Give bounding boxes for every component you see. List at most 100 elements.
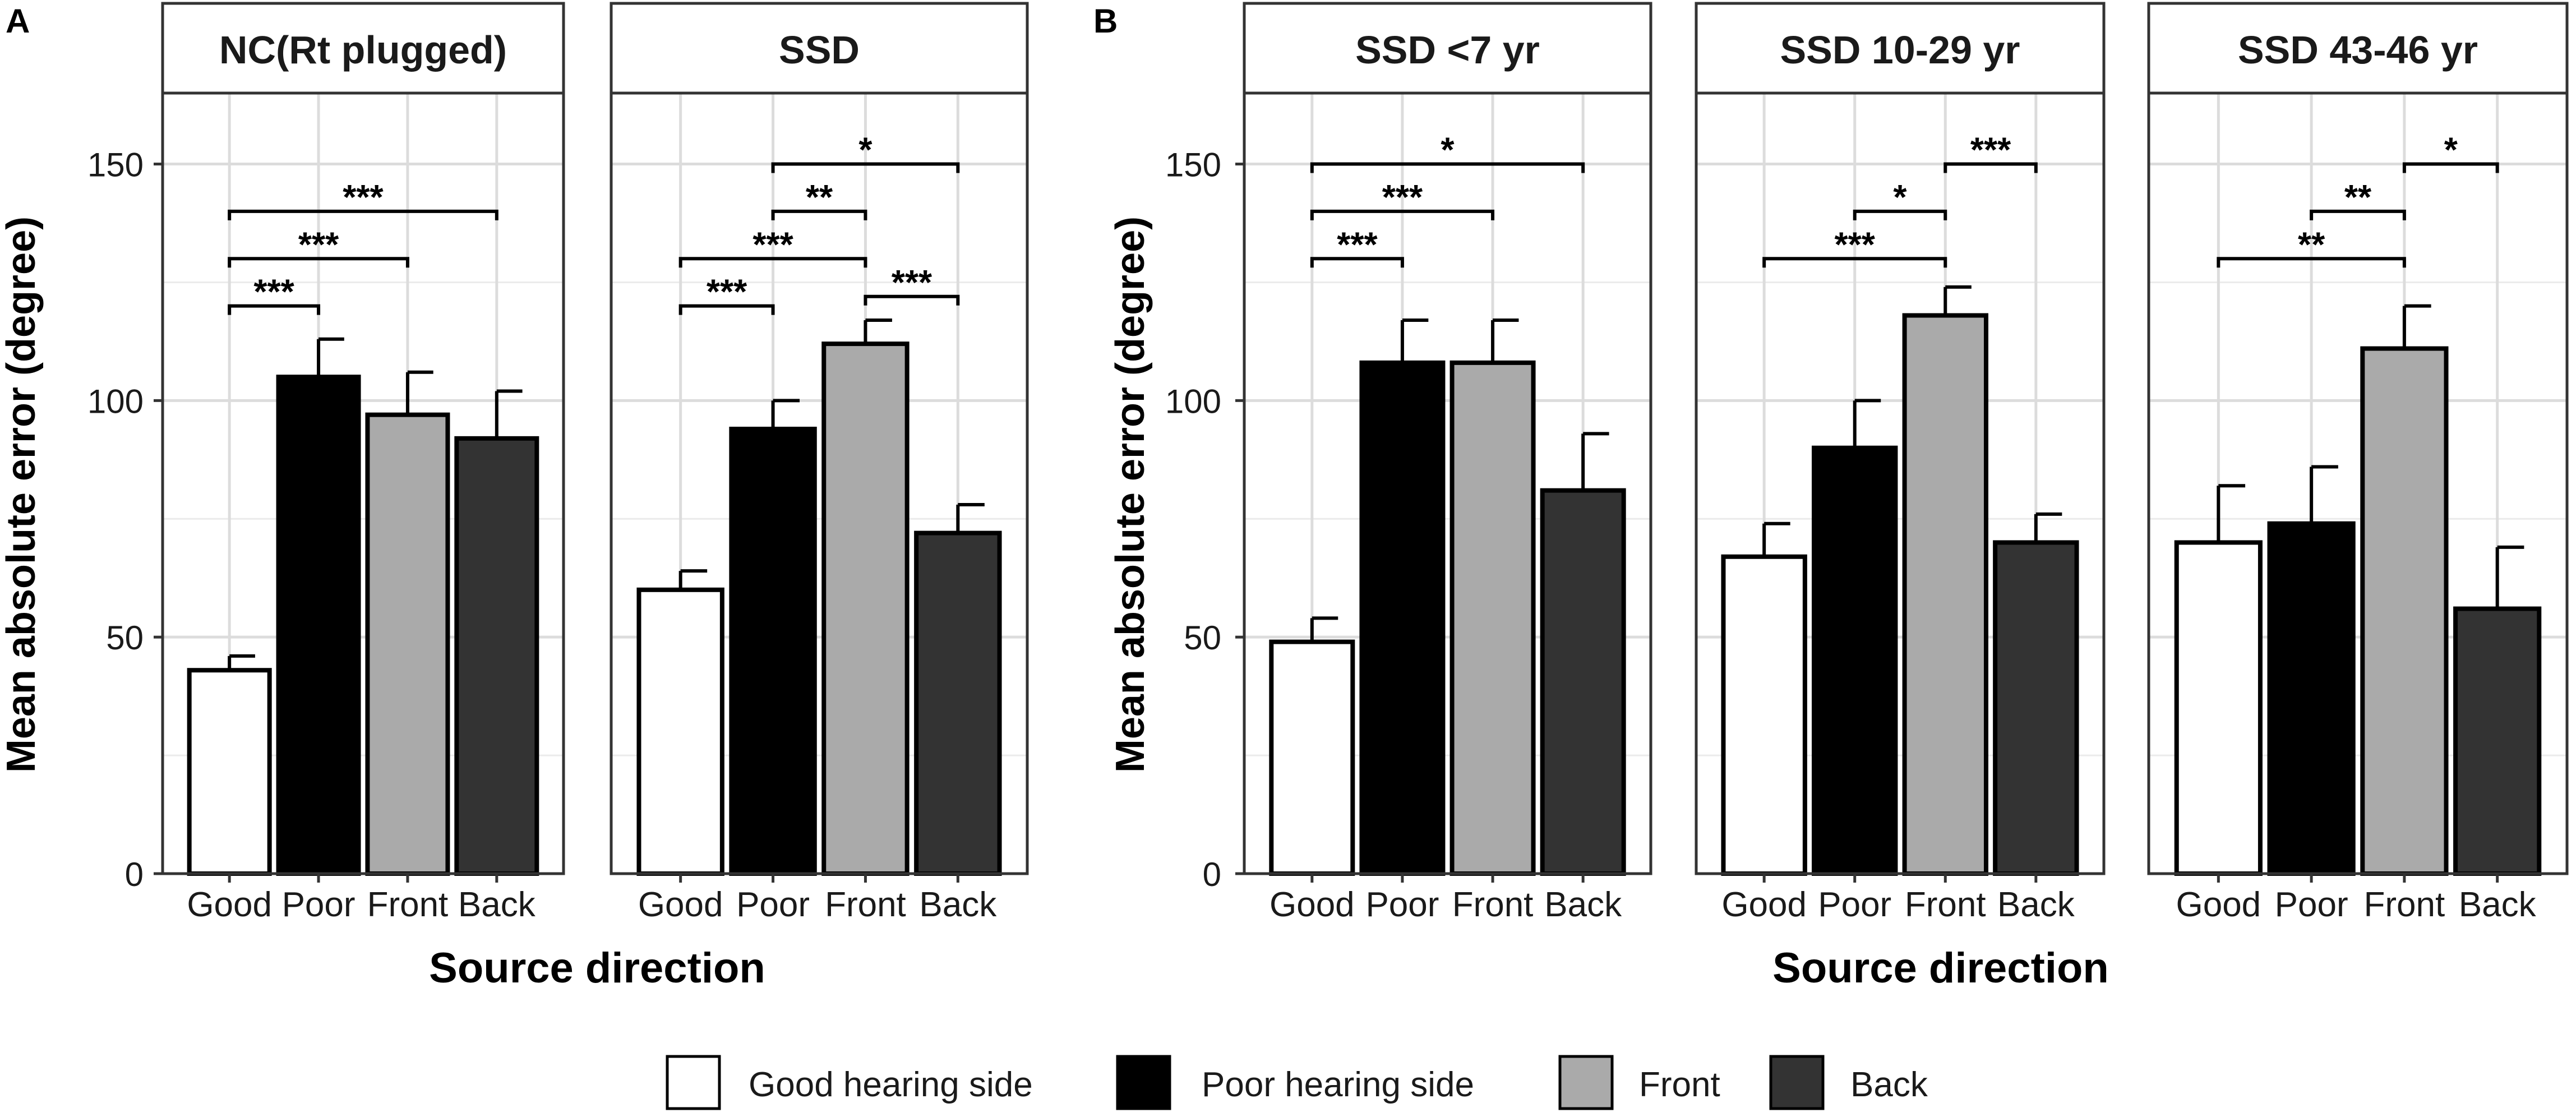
bar-back [914, 530, 1002, 876]
panel-border [1695, 91, 2106, 875]
bar-front [2360, 346, 2449, 876]
x-tick-label: Good [2176, 885, 2261, 924]
panel-2: SSD*** *********Good Poor Front Back [610, 2, 1029, 924]
panel-3: SSD <7 yr*******Good Poor Front Back0501001… [1165, 2, 1652, 924]
x-tick-label: Poor [2275, 885, 2348, 924]
bar-good [636, 587, 724, 876]
facet-strip [1695, 2, 2106, 95]
bar-good [1721, 554, 1807, 876]
significance-label: *** [707, 273, 747, 312]
x-tick-label: Front [1452, 885, 1534, 924]
significance-label: ** [2344, 178, 2372, 217]
legend-swatch-front [1558, 1055, 1614, 1110]
bar-poor [276, 375, 361, 876]
x-tick-label: Back [1997, 885, 2075, 924]
bar-back [454, 436, 539, 876]
x-tick-label: Front [2364, 885, 2445, 924]
panel-5: SSD 43-46 yr*****Good Poor Front Back [2147, 2, 2569, 924]
panel-border [610, 91, 1029, 875]
bar-back [1540, 488, 1626, 876]
bar-poor [1812, 445, 1898, 876]
significance-label: *** [1835, 225, 1876, 264]
facet-title: SSD 10-29 yr [1780, 28, 2020, 72]
panel-letter-b: B [1093, 2, 1118, 40]
bar-good [187, 668, 272, 876]
significance-label: *** [1382, 178, 1423, 217]
legend: Good hearing side Poor hearing side Fron… [666, 1055, 1928, 1110]
significance-label: *** [753, 225, 793, 264]
legend-swatch-poor [1116, 1055, 1171, 1110]
x-axis-label-b: Source direction [1772, 944, 2109, 992]
significance-label: * [1893, 178, 1907, 217]
significance-bracket [1943, 162, 2038, 173]
panels: NC(Rt plugged)*********Good Poor Front Back… [87, 2, 2569, 924]
significance-bracket [228, 209, 498, 220]
y-tick-label: 100 [87, 382, 144, 420]
significance-bracket [228, 257, 409, 268]
facet-strip [1243, 2, 1652, 95]
panel-4: SSD 10-29 yr*******Good Poor Front Back [1695, 2, 2106, 924]
bar-front [365, 412, 450, 876]
bar-good [2174, 540, 2263, 876]
x-tick-label: Back [1544, 885, 1622, 924]
x-axis-label-a: Source direction [429, 944, 765, 992]
significance-bracket [1762, 257, 1947, 268]
y-tick-label: 150 [87, 146, 144, 184]
y-tick-label: 150 [1165, 146, 1221, 184]
bar-front [1902, 313, 1988, 876]
x-tick-label: Poor [282, 885, 356, 924]
x-tick-label: Back [458, 885, 536, 924]
bar-poor [1359, 360, 1446, 876]
x-tick-label: Good [638, 885, 723, 924]
x-tick-label: Good [187, 885, 272, 924]
facet-strip [2147, 2, 2569, 95]
x-tick-label: Good [1269, 885, 1355, 924]
significance-bracket [1310, 257, 1404, 268]
panel-border [1243, 91, 1652, 875]
x-tick-label: Back [2459, 885, 2537, 924]
facet-strip [610, 2, 1029, 95]
bar-good [1269, 639, 1355, 876]
y-tick-label: 0 [125, 856, 144, 893]
significance-bracket [1310, 162, 1585, 173]
x-tick-label: Back [919, 885, 997, 924]
x-tick-label: Poor [1818, 885, 1891, 924]
x-tick-label: Front [367, 885, 449, 924]
facet-title: SSD <7 yr [1355, 28, 1540, 72]
y-tick-label: 50 [1184, 619, 1221, 657]
significance-label: *** [298, 225, 339, 264]
significance-bracket [678, 304, 775, 315]
significance-bracket [771, 162, 960, 173]
significance-bracket [678, 257, 867, 268]
significance-label: * [858, 131, 872, 170]
bar-poor [729, 426, 817, 876]
panel-1: NC(Rt plugged)*********Good Poor Front Back… [87, 2, 565, 924]
panel-border [161, 91, 565, 875]
significance-label: *** [343, 178, 384, 217]
legend-label-back: Back [1850, 1065, 1928, 1104]
bar-poor [2267, 521, 2356, 876]
significance-bracket [864, 294, 960, 306]
significance-bracket [2310, 209, 2406, 220]
bar-front [821, 341, 910, 876]
significance-bracket [2402, 162, 2499, 173]
y-tick-label: 50 [106, 619, 144, 657]
legend-swatch-back [1769, 1055, 1825, 1110]
significance-label: * [2444, 131, 2458, 170]
legend-label-poor: Poor hearing side [1202, 1065, 1474, 1104]
significance-label: *** [253, 273, 294, 312]
significance-bracket [1310, 209, 1495, 220]
y-tick-label: 100 [1165, 382, 1221, 420]
x-tick-label: Poor [1365, 885, 1439, 924]
x-tick-label: Good [1721, 885, 1807, 924]
y-axis-label-a: Mean absolute error (degree) [0, 216, 44, 773]
significance-label: *** [1337, 225, 1378, 264]
panel-border [2147, 91, 2569, 875]
significance-label: ** [806, 178, 833, 217]
bar-back [2453, 606, 2542, 876]
bar-back [1993, 540, 2079, 876]
significance-label: * [1441, 131, 1455, 170]
significance-label: ** [2298, 225, 2325, 264]
significance-bracket [1853, 209, 1947, 220]
